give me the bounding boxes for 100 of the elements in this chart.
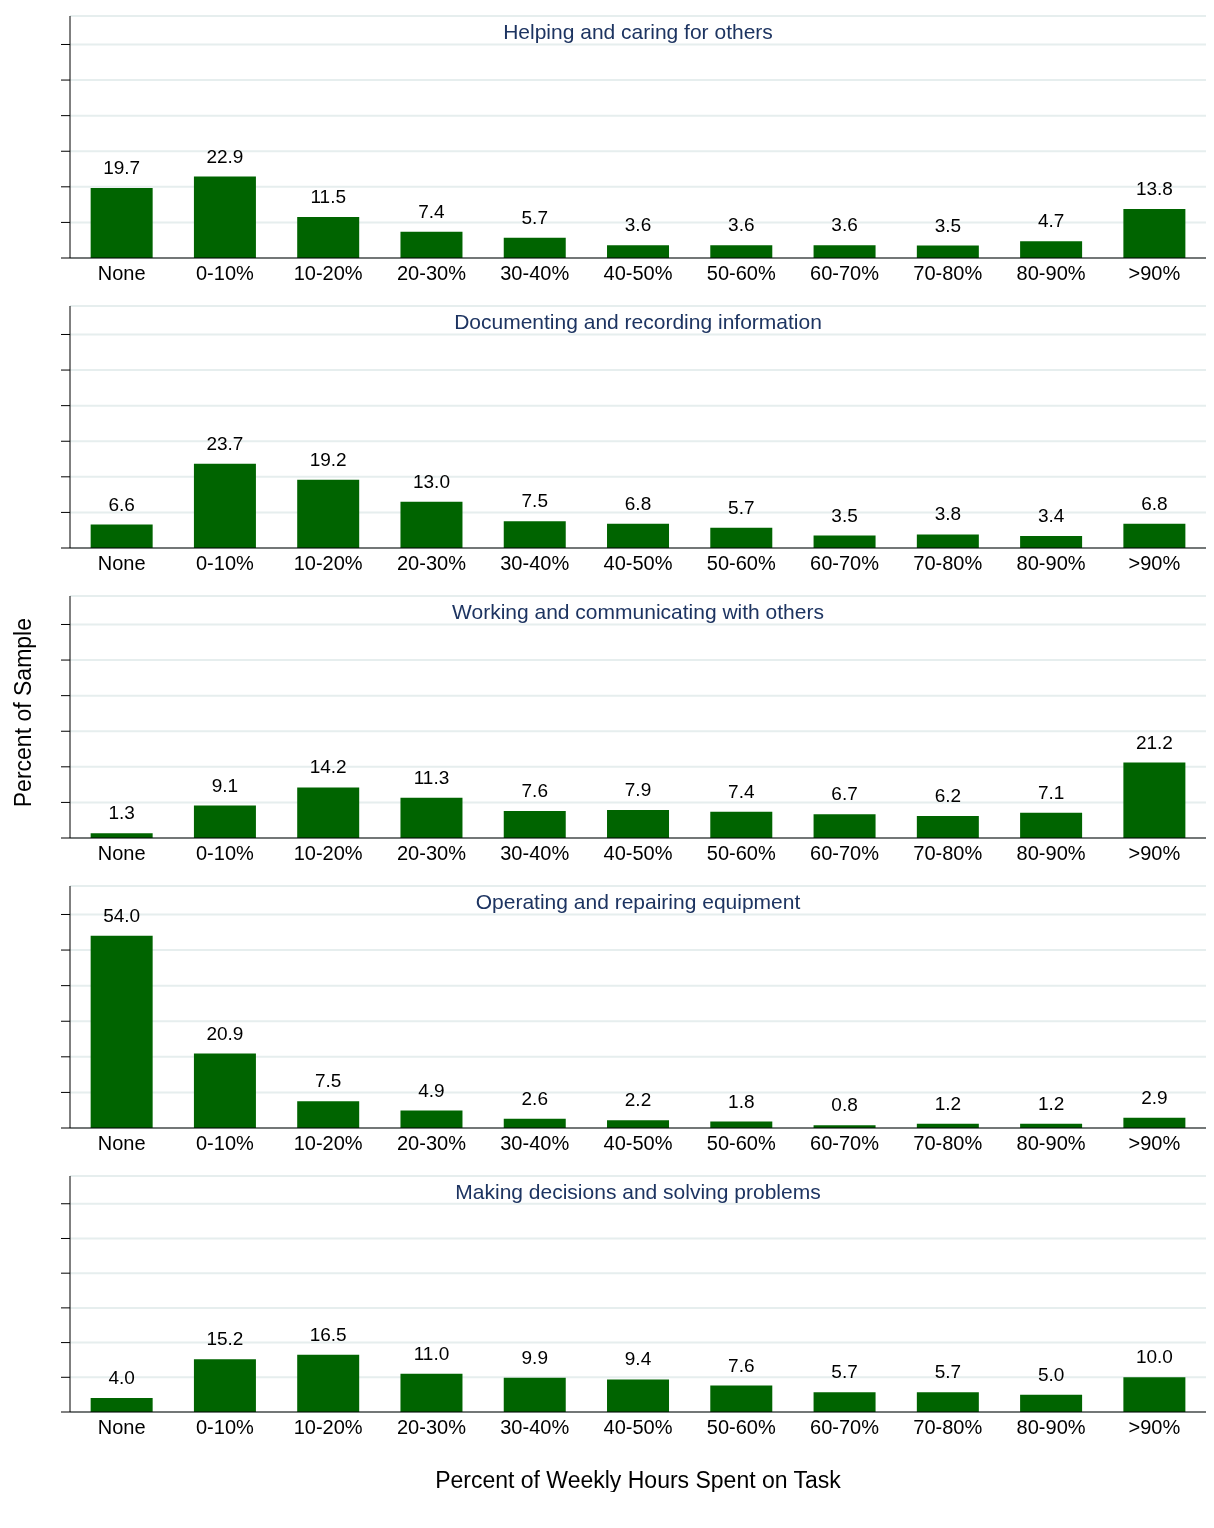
data-label: 1.3 [108,802,135,824]
data-label: 0.8 [831,1094,858,1116]
chart-title: Helping and caring for others [502,20,774,44]
bar [193,176,256,258]
x-tick-label: 10-20% [293,1132,363,1155]
bar [916,534,979,548]
x-tick-label: 40-50% [603,842,673,865]
bar [400,1373,463,1412]
x-tick-label: >90% [1128,842,1181,865]
bar [710,245,773,258]
x-tick-label: None [97,1132,146,1155]
chart-title: Working and communicating with others [451,600,825,624]
data-label: 9.4 [624,1348,652,1370]
data-label: 1.2 [934,1092,962,1114]
chart-title: Making decisions and solving problems [454,1180,822,1204]
data-label: 19.2 [309,448,347,470]
data-label: 6.2 [934,784,962,806]
data-label: 22.9 [206,145,244,167]
data-label: 2.6 [521,1087,548,1109]
bar [193,463,256,548]
x-tick-label: 10-20% [293,552,363,575]
x-tick-label: None [97,842,146,865]
bar [607,1379,670,1412]
x-tick-label: 20-30% [396,262,467,285]
x-tick-label: 50-60% [706,842,776,865]
x-tick-label: 40-50% [603,1416,673,1439]
bar [90,524,153,548]
x-tick-label: >90% [1128,1132,1181,1155]
x-tick-label: 0-10% [196,552,255,575]
bar [400,1110,463,1128]
x-tick-label: 60-70% [810,552,880,575]
x-tick-label: None [97,552,146,575]
data-label: 2.2 [624,1089,652,1111]
bar [916,1392,979,1412]
data-label: 11.0 [413,1342,450,1364]
data-label: 5.7 [831,1361,858,1383]
data-label: 13.0 [412,470,450,492]
x-tick-label: 50-60% [706,262,776,285]
data-label: 19.7 [103,156,141,178]
data-label: 14.2 [309,756,347,778]
data-label: 1.2 [1037,1092,1065,1114]
data-label: 1.8 [728,1090,755,1112]
x-tick-label: 80-90% [1016,1132,1086,1155]
bar [297,1354,360,1412]
bar [193,1359,256,1412]
data-label: 20.9 [206,1022,244,1044]
bar [400,797,463,838]
data-label: 6.7 [831,783,858,805]
x-tick-label: 40-50% [603,1132,673,1155]
y-axis-title: Percent of Sample [10,618,37,808]
x-tick-label: None [97,262,146,285]
data-label: 15.2 [206,1328,244,1350]
bar [193,1053,256,1128]
bar [813,814,876,838]
data-label: 3.5 [831,504,858,526]
bar [607,523,670,548]
x-tick-label: 60-70% [810,262,880,285]
data-label: 6.8 [624,492,652,514]
bar [1020,241,1083,258]
x-tick-label: 60-70% [810,1132,880,1155]
x-tick-label: 70-80% [913,842,983,865]
data-label: 3.5 [934,214,962,236]
x-tick-label: 60-70% [810,842,880,865]
bar [503,810,566,838]
x-tick-label: None [97,1416,146,1439]
x-tick-label: 0-10% [196,262,255,285]
x-tick-label: 10-20% [293,842,363,865]
bar [297,217,360,258]
bar [1020,812,1083,838]
data-label: 4.9 [418,1079,445,1101]
data-label: 7.9 [624,778,652,800]
bar [1123,762,1186,838]
bar [1020,1394,1083,1412]
data-label: 5.7 [728,496,755,518]
bar [710,811,773,838]
bar [400,501,463,548]
bar [503,521,566,548]
x-tick-label: 10-20% [293,1416,363,1439]
bar [813,1392,876,1412]
bar [297,1101,360,1128]
bar [400,231,463,258]
x-tick-label: 20-30% [396,1132,467,1155]
data-label: 3.6 [831,214,858,236]
x-tick-label: 80-90% [1016,1416,1086,1439]
data-label: 5.7 [521,206,548,228]
data-label: 5.0 [1037,1363,1065,1385]
data-label: 9.9 [521,1346,548,1368]
bar [710,527,773,548]
bar [607,809,670,838]
bar [90,935,153,1128]
data-label: 10.0 [1135,1346,1173,1368]
x-tick-label: 70-80% [913,1416,983,1439]
bar [193,805,256,838]
bar [297,479,360,548]
x-tick-label: 80-90% [1016,262,1086,285]
x-tick-label: 30-40% [500,1416,570,1439]
data-label: 4.0 [108,1367,135,1389]
chart-title: Documenting and recording information [453,310,823,334]
x-tick-label: >90% [1128,1416,1181,1439]
bar [297,787,360,838]
